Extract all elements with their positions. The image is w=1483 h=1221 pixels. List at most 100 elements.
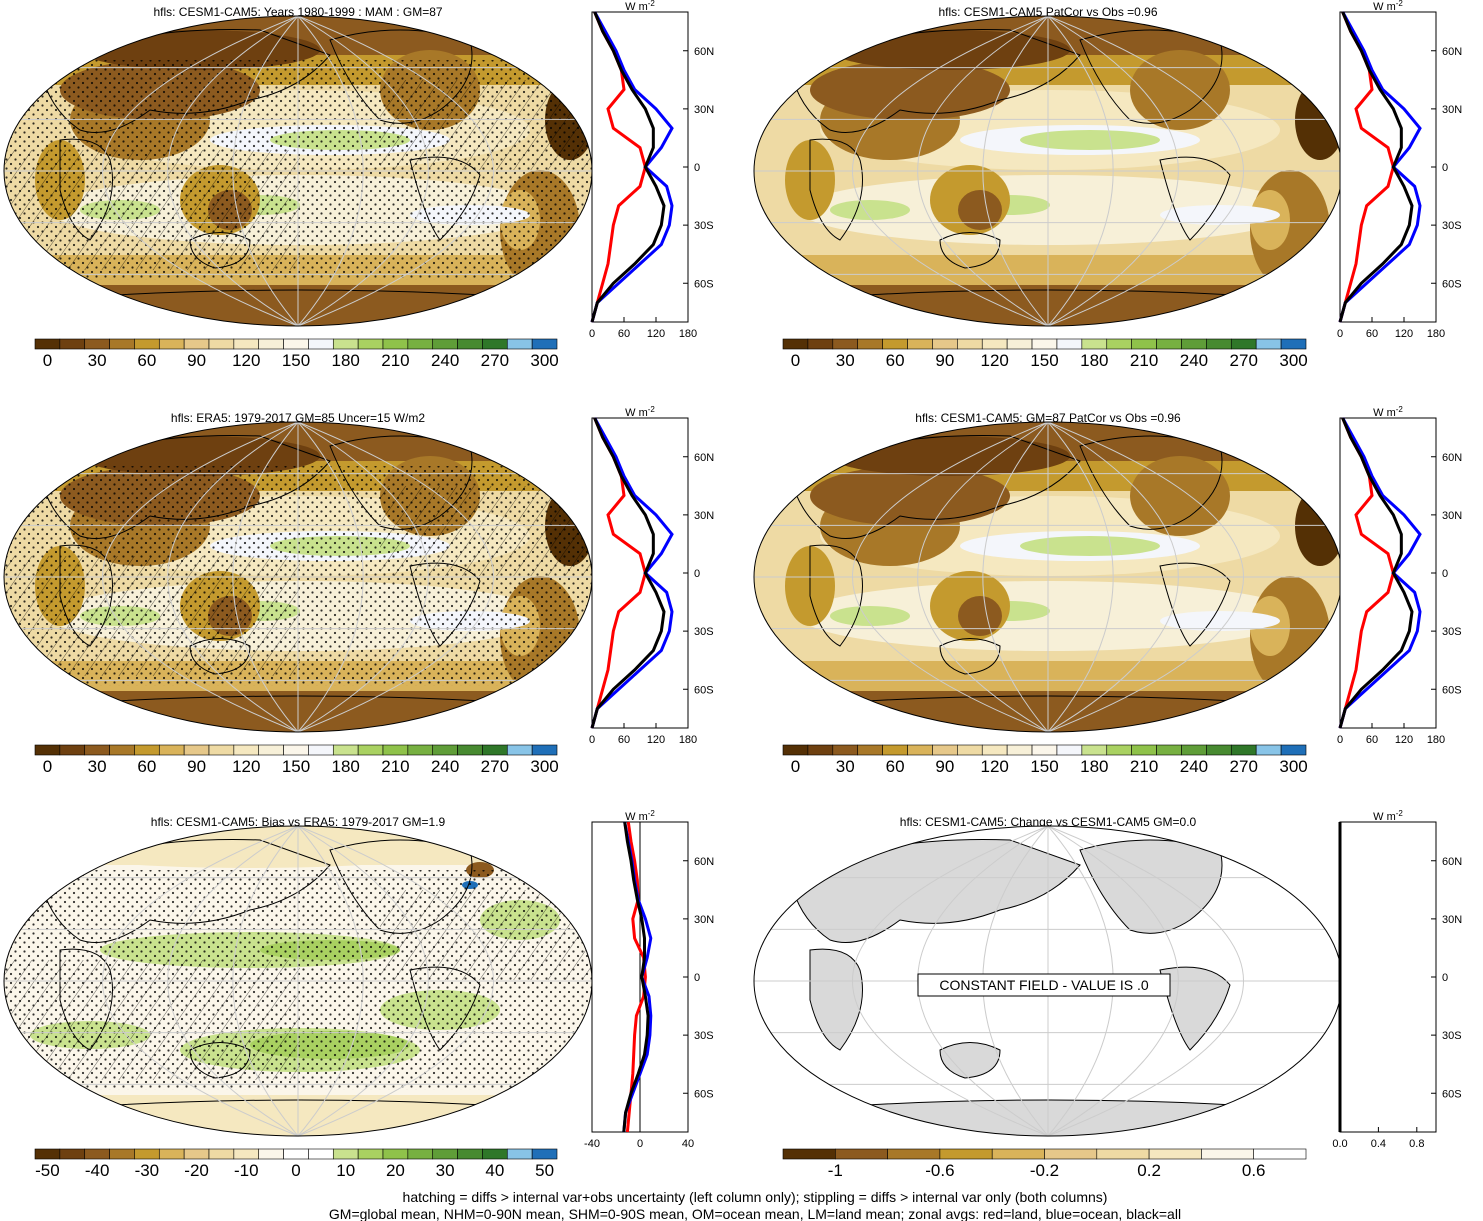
colorbar-swatch (1106, 744, 1132, 756)
x-tick-label: 0 (589, 328, 595, 340)
panel-title: hfls: CESM1-CAM5 PatCor vs Obs =0.96 (938, 5, 1157, 19)
colorbar-label: -1 (828, 1161, 843, 1180)
panel-title: hfls: CESM1-CAM5: Change vs CESM1-CAM5 G… (900, 815, 1197, 829)
colorbar-swatch (34, 1148, 61, 1160)
colorbar-swatch (1056, 338, 1083, 350)
x-tick-label: 120 (647, 734, 665, 746)
colorbar-label: 240 (431, 351, 459, 370)
constant-field-box (917, 973, 1171, 997)
graticule-lon (1047, 422, 1114, 732)
footer-line-2: GM=global mean, NHM=0-90N mean, SHM=0-90… (329, 1206, 1181, 1221)
colorbar-swatch (506, 1148, 533, 1160)
coastline-5 (1159, 562, 1231, 647)
field-feature-4 (1020, 130, 1160, 150)
colorbar-swatch (1201, 1148, 1254, 1160)
colorbar-label: -0.6 (925, 1161, 954, 1180)
colorbar-label: 300 (1279, 757, 1307, 776)
colorbar-label: 120 (981, 757, 1009, 776)
graticule-lon (101, 422, 299, 732)
colorbar-swatch (506, 744, 533, 756)
units-exponent: -2 (648, 809, 656, 818)
field-feature-17 (1160, 611, 1280, 631)
lat-tick-label: 60S (694, 1088, 714, 1100)
colorbar-label: 150 (282, 757, 310, 776)
x-tick-label: 0 (637, 1138, 643, 1150)
x-tick-label: 0.4 (1371, 1138, 1386, 1150)
colorbar-swatch (208, 744, 235, 756)
panel-title: hfls: CESM1-CAM5: GM=87 PatCor vs Obs =0… (915, 411, 1181, 425)
land-mass-3 (939, 1042, 1001, 1079)
colorbar-swatch (109, 1148, 135, 1160)
field-feature-13 (830, 436, 1070, 476)
colorbar-swatch (357, 744, 384, 756)
colorbar-swatch (84, 744, 110, 756)
colorbar-swatch (1081, 338, 1108, 350)
hatching-west (4, 150, 300, 270)
footer-line-1: hatching = diffs > internal var+obs unce… (403, 1189, 1108, 1205)
colorbar-label: 210 (1130, 351, 1158, 370)
colorbar-swatch (1006, 744, 1033, 756)
lat-tick-label: 0 (1442, 972, 1448, 984)
x-tick-label: 60 (1366, 734, 1378, 746)
colorbar-swatch (807, 338, 834, 350)
series-all (622, 821, 650, 1133)
colorbar-label: -10 (234, 1161, 259, 1180)
colorbar-swatch (84, 338, 110, 350)
colorbar-swatch (134, 744, 160, 756)
graticule-lon (297, 16, 495, 326)
panel-2: hfls: CESM1-CAM5 PatCor vs Obs =0.96 0 30 6… (753, 0, 1462, 370)
coastline-5 (1159, 156, 1231, 241)
colorbar-label: 60 (886, 351, 905, 370)
colorbar-swatch (882, 744, 908, 756)
colorbar-label: 30 (836, 351, 855, 370)
colorbar-label: 120 (232, 757, 260, 776)
coastline-3 (939, 232, 1001, 269)
lat-tick-label: 60N (694, 856, 714, 868)
graticule-lon (297, 16, 364, 326)
land-mass-5 (1159, 966, 1231, 1051)
lat-tick-label: 30N (1442, 914, 1462, 926)
x-tick-label: 0 (1337, 734, 1343, 746)
colorbar-swatch (1106, 338, 1132, 350)
map (754, 16, 1342, 326)
land-mass-6 (789, 1099, 1311, 1136)
colorbar-label: 30 (836, 757, 855, 776)
colorbar-swatch (1081, 744, 1108, 756)
panel-4: hfls: CESM1-CAM5: GM=87 PatCor vs Obs =0… (753, 405, 1462, 776)
colorbar-swatch (1253, 1148, 1307, 1160)
colorbar-swatch (482, 338, 508, 350)
panel-title: hfls: CESM1-CAM5: Years 1980-1999 : MAM … (153, 5, 442, 19)
colorbar-swatch (332, 744, 359, 756)
colorbar-label: 40 (485, 1161, 504, 1180)
colorbar-swatch (59, 744, 86, 756)
colorbar-swatch (258, 338, 284, 350)
lat-tick-label: 60N (1442, 46, 1462, 58)
colorbar-swatch (857, 744, 883, 756)
colorbar-label: 0 (791, 351, 800, 370)
graticule-lon (297, 826, 364, 1136)
panel-5: hfls: CESM1-CAM5: Bias vs ERA5: 1979-201… (3, 809, 714, 1180)
x-tick-label: 0.0 (1332, 1138, 1347, 1150)
colorbar-label: 30 (436, 1161, 455, 1180)
x-tick-label: 60 (618, 328, 630, 340)
colorbar-swatch (457, 1148, 483, 1160)
colorbar-label: 150 (1030, 351, 1058, 370)
lat-tick-label: 30S (1442, 1030, 1462, 1042)
field-feature-17 (1160, 205, 1280, 225)
field-south-band (4, 691, 592, 732)
colorbar-swatch (233, 1148, 260, 1160)
lat-tick-label: 30S (694, 220, 714, 232)
units-label: W m-2 (625, 405, 655, 419)
colorbar-swatch (1255, 744, 1282, 756)
x-tick-label: 120 (1395, 328, 1413, 340)
x-tick-label: 120 (647, 328, 665, 340)
field-south-band (4, 285, 592, 326)
colorbar-label: 0 (791, 757, 800, 776)
lat-tick-label: 60S (1442, 278, 1462, 290)
field-feature-5 (830, 200, 910, 220)
lat-tick-label: 30N (1442, 104, 1462, 116)
colorbar-swatch (158, 338, 185, 350)
field-feature-12 (810, 466, 1010, 526)
units-label: W m-2 (1373, 405, 1403, 419)
